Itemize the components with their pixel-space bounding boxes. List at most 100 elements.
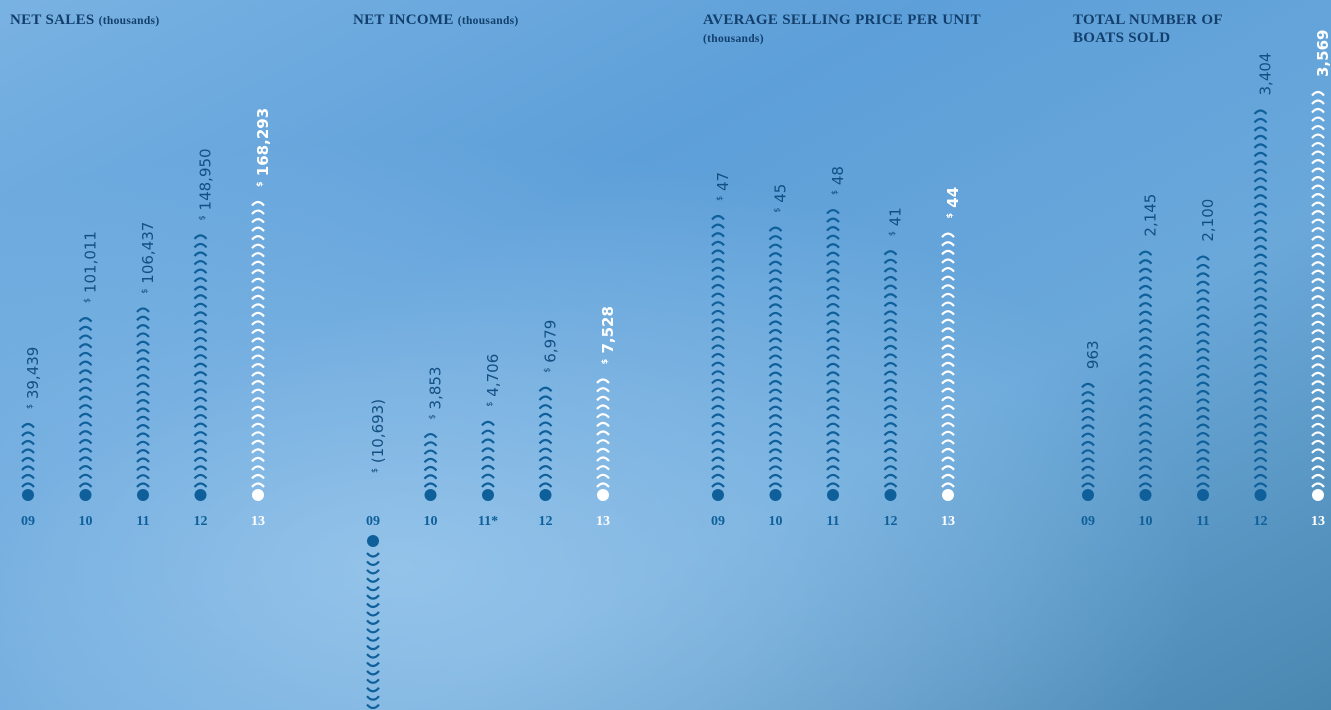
currency-prefix: $	[140, 288, 149, 293]
value-text: 3,404	[1256, 53, 1274, 96]
value-label: $ 101,011	[81, 231, 99, 303]
infographic: 09 $ 39,439 10 $ 101,011 11 $ 106,437 12 $ 148,…	[0, 0, 1331, 710]
value-label: 3,569	[1314, 30, 1331, 77]
title-text: NET SALES	[10, 12, 95, 28]
category-label: 13	[251, 514, 265, 529]
chart-canvas: 09 $ 39,439 10 $ 101,011 11 $ 106,437 12 $ 148,…	[0, 0, 1331, 710]
value-text: 44	[944, 187, 962, 208]
value-label: 2,100	[1199, 199, 1217, 242]
value-label: $ 48	[829, 166, 847, 195]
value-label: $ 45	[771, 184, 789, 213]
value-label: $ 4,706	[484, 354, 502, 407]
category-label: 11*	[478, 514, 498, 529]
category-label: 10	[79, 514, 93, 529]
value-label: $ 44	[944, 187, 962, 219]
value-label: $ (10,693)	[369, 399, 387, 473]
value-label: $ 168,293	[254, 108, 272, 187]
value-label: 2,145	[1141, 194, 1159, 237]
value-label: $ 6,979	[541, 320, 559, 373]
category-label: 09	[711, 514, 725, 529]
bar-dot	[1312, 489, 1324, 501]
category-label: 13	[1311, 514, 1325, 529]
value-label: 3,404	[1256, 53, 1274, 96]
category-label: 11	[1196, 514, 1209, 529]
value-text: (10,693)	[369, 399, 387, 463]
currency-prefix: $	[198, 215, 207, 220]
value-text: 48	[829, 166, 847, 185]
subtitle: (thousands)	[99, 15, 160, 27]
currency-prefix: $	[255, 181, 264, 187]
value-label: $ 41	[886, 207, 904, 236]
bar-dot	[482, 489, 494, 501]
bar-dot	[885, 489, 897, 501]
category-label: 12	[884, 514, 898, 529]
bar-dot	[137, 489, 149, 501]
value-text: 2,100	[1199, 199, 1217, 242]
currency-prefix: $	[25, 404, 34, 409]
currency-prefix: $	[773, 208, 782, 213]
category-label: 10	[769, 514, 783, 529]
category-label: 09	[21, 514, 35, 529]
value-text: 4,706	[484, 354, 502, 397]
title-text: NET INCOME	[353, 12, 454, 28]
chart-title: TOTAL NUMBER OF BOATS SOLD	[1073, 11, 1273, 47]
chart-title: NET SALES (thousands)	[10, 11, 210, 30]
bar-dot	[425, 489, 437, 501]
bar-dot	[252, 489, 264, 501]
category-label: 10	[424, 514, 438, 529]
bar-dot	[942, 489, 954, 501]
value-text: 148,950	[196, 148, 214, 210]
bar-dot	[597, 489, 609, 501]
value-text: 2,145	[1141, 194, 1159, 237]
value-text: 101,011	[81, 231, 99, 293]
currency-prefix: $	[428, 414, 437, 419]
value-text: 963	[1084, 340, 1102, 369]
category-label: 10	[1139, 514, 1153, 529]
category-label: 09	[1081, 514, 1095, 529]
category-label: 12	[194, 514, 208, 529]
value-text: 45	[771, 184, 789, 203]
currency-prefix: $	[945, 213, 954, 219]
category-label: 11	[826, 514, 839, 529]
value-label: $ 47	[714, 172, 732, 201]
subtitle: (thousands)	[703, 33, 764, 45]
bar-dot	[770, 489, 782, 501]
value-text: 7,528	[599, 306, 617, 353]
currency-prefix: $	[370, 468, 379, 473]
currency-prefix: $	[888, 231, 897, 236]
value-text: 3,569	[1314, 30, 1331, 77]
subtitle: (thousands)	[458, 15, 519, 27]
category-label: 12	[539, 514, 553, 529]
value-text: 3,853	[426, 367, 444, 410]
currency-prefix: $	[83, 298, 92, 303]
category-label: 12	[1254, 514, 1268, 529]
currency-prefix: $	[485, 401, 494, 406]
bar-dot	[1140, 489, 1152, 501]
value-label: 963	[1084, 340, 1102, 369]
currency-prefix: $	[830, 190, 839, 195]
value-label: $ 148,950	[196, 148, 214, 220]
value-label: $ 106,437	[139, 222, 157, 294]
bar-dot	[827, 489, 839, 501]
category-label: 11	[136, 514, 149, 529]
title-text: AVERAGE SELLING PRICE PER UNIT	[703, 12, 981, 28]
bar-dot	[22, 489, 34, 501]
category-label: 13	[596, 514, 610, 529]
chart-title: NET INCOME (thousands)	[353, 11, 553, 30]
currency-prefix: $	[600, 358, 609, 364]
value-text: 47	[714, 172, 732, 191]
category-label: 09	[366, 514, 380, 529]
value-label: $ 7,528	[599, 306, 617, 364]
bar-dot	[1197, 489, 1209, 501]
value-label: $ 39,439	[24, 347, 42, 409]
chart-title: AVERAGE SELLING PRICE PER UNIT (thousand…	[703, 11, 993, 48]
bar-dot	[1082, 489, 1094, 501]
category-label: 13	[941, 514, 955, 529]
title-text: TOTAL NUMBER OF BOATS SOLD	[1073, 12, 1222, 46]
bar-dot	[80, 489, 92, 501]
value-text: 39,439	[24, 347, 42, 400]
value-text: 6,979	[541, 320, 559, 363]
value-text: 168,293	[254, 108, 272, 176]
currency-prefix: $	[715, 196, 724, 201]
currency-prefix: $	[543, 367, 552, 372]
